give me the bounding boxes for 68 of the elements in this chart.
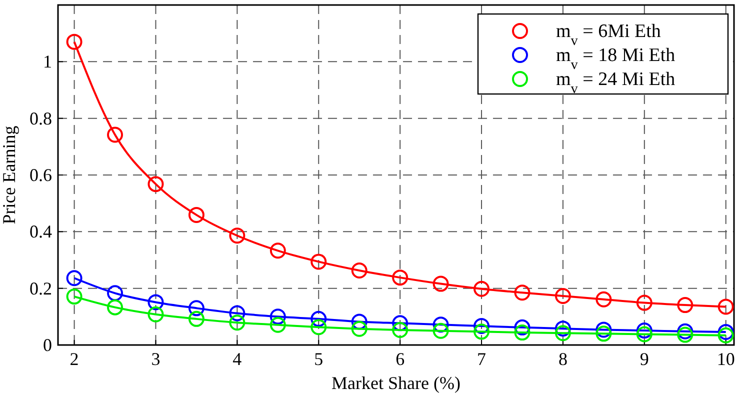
point (351, 262, 368, 278)
point (432, 276, 449, 292)
point (474, 324, 490, 340)
point (229, 228, 246, 244)
y-tick-label: 0.2 (30, 278, 52, 298)
point (392, 270, 408, 286)
point (554, 320, 571, 337)
x-tick-label: 5 (314, 349, 324, 369)
x-tick-label: 7 (477, 349, 486, 369)
point (148, 176, 164, 192)
point (310, 319, 327, 336)
point (636, 294, 652, 311)
point (188, 310, 204, 327)
point (148, 294, 164, 310)
point (514, 324, 530, 341)
x-tick-label: 4 (232, 349, 242, 369)
point (718, 327, 734, 344)
point (718, 298, 734, 315)
point (392, 315, 408, 332)
y-tick-label: 0.4 (30, 222, 52, 242)
point (351, 320, 368, 337)
point (188, 206, 204, 223)
point (148, 306, 164, 322)
point (107, 126, 124, 143)
point (270, 316, 286, 333)
point (229, 314, 246, 331)
x-tick-label: 6 (396, 349, 405, 369)
point (677, 323, 694, 340)
x-tick-label: 10 (716, 349, 735, 369)
point (718, 324, 734, 340)
point (310, 310, 327, 327)
point (677, 326, 694, 343)
point (514, 319, 530, 336)
y-tick-label: 0 (43, 335, 52, 355)
point (270, 242, 286, 259)
point (432, 322, 449, 339)
point (66, 288, 82, 305)
x-tick-label: 8 (558, 349, 568, 369)
y-tick-label: 1 (43, 52, 52, 72)
point (392, 322, 408, 338)
point (514, 284, 530, 301)
point (474, 318, 490, 334)
point (677, 297, 694, 314)
y-axis-title: Price Earning (0, 126, 19, 224)
y-tick-label: 0.8 (30, 108, 52, 128)
x-tick-label: 9 (640, 349, 649, 369)
x-tick-label: 3 (151, 349, 160, 369)
point (554, 325, 571, 342)
point (432, 316, 449, 333)
point (66, 270, 82, 286)
x-tick-label: 2 (70, 349, 79, 369)
point (636, 326, 652, 342)
point (596, 326, 612, 342)
point (107, 285, 124, 302)
point (66, 34, 82, 50)
point (596, 291, 612, 308)
point (310, 254, 327, 270)
point (554, 288, 571, 304)
point (188, 300, 204, 316)
y-tick-label: 0.6 (30, 165, 52, 185)
point (107, 299, 124, 316)
point (270, 308, 286, 325)
x-axis-title: Market Share (%) (332, 373, 460, 393)
point (229, 305, 246, 322)
point (351, 314, 368, 330)
point (474, 280, 490, 297)
point (636, 322, 652, 339)
point (596, 322, 612, 338)
